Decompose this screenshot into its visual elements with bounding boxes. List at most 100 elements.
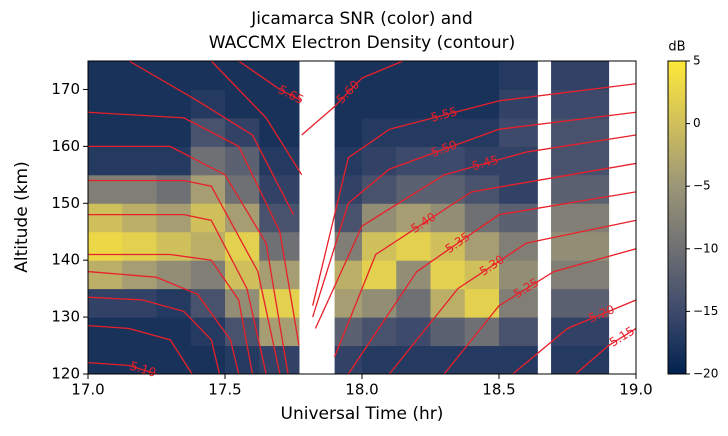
heatmap-cell: [396, 231, 431, 261]
heatmap-cell: [156, 61, 192, 90]
colorbar-tick-label: −20: [693, 367, 718, 381]
heatmap-cell: [551, 117, 610, 147]
contour-line: [87, 361, 157, 375]
heatmap-cell: [551, 146, 610, 176]
heatmap-cell: [396, 345, 431, 375]
heatmap-cell: [499, 174, 538, 204]
contour-label: 5.55: [429, 104, 458, 124]
y-tick-label: 140: [51, 251, 80, 269]
y-tick-label: 170: [51, 80, 80, 98]
heatmap-cell: [88, 146, 123, 176]
heatmap-cell: [464, 89, 500, 119]
heatmap-cell: [334, 203, 363, 233]
contour-line: [88, 179, 281, 375]
y-tick-label: 120: [51, 365, 80, 383]
contour-line: [512, 299, 637, 375]
heatmap-cell: [464, 345, 500, 375]
heatmap-cell: [334, 89, 363, 119]
colorbar-tick-label: −15: [693, 304, 718, 318]
contour-line: [301, 60, 404, 136]
heatmap-cell: [499, 260, 538, 290]
heatmap-cell: [396, 260, 431, 290]
contour-line: [87, 324, 193, 375]
heatmap-cell: [156, 231, 192, 261]
heatmap-cell: [334, 61, 363, 90]
heatmap-cell: [499, 203, 538, 233]
heatmap-cell: [156, 345, 192, 375]
heatmap-cell: [156, 117, 192, 147]
contour-line: [333, 162, 637, 358]
heatmap-cell: [88, 231, 123, 261]
heatmap-cell: [225, 146, 260, 176]
heatmap-cell: [122, 231, 157, 261]
heatmap-cell: [259, 61, 300, 90]
heatmap-cell: [551, 288, 610, 318]
contour-label: 5.45: [470, 153, 499, 174]
heatmap-cell: [88, 260, 123, 290]
x-axis-label: Universal Time (hr): [281, 404, 444, 424]
chart-title: Jicamarca SNR (color) and: [250, 9, 473, 29]
heatmap-cell: [122, 146, 157, 176]
heatmap-cell: [499, 317, 538, 347]
heatmap-cell: [551, 61, 610, 90]
contour-line: [347, 191, 637, 375]
heatmap-cell: [362, 89, 397, 119]
heatmap-cell: [190, 146, 226, 176]
heatmap-cell: [551, 89, 610, 119]
heatmap-cell: [88, 61, 123, 90]
heatmap-cell: [122, 117, 157, 147]
heatmap-cell: [156, 146, 192, 176]
heatmap-cell: [190, 89, 226, 119]
heatmap-cell: [190, 317, 226, 347]
heatmap-cell: [464, 61, 500, 90]
heatmap-cell: [430, 61, 466, 90]
heatmap-cell: [88, 288, 123, 318]
heatmap-cell: [122, 174, 157, 204]
heatmap-cell: [464, 231, 500, 261]
colorbar-tick-label: −10: [693, 241, 718, 255]
heatmap-cell: [88, 203, 123, 233]
heatmap-cell: [334, 288, 363, 318]
heatmap-cell: [190, 61, 226, 90]
heatmap-cell: [464, 117, 500, 147]
contour-line: [87, 296, 221, 375]
heatmap-cell: [362, 174, 397, 204]
heatmap-cell: [122, 203, 157, 233]
heatmap-cell: [122, 345, 157, 375]
heatmap-cell: [122, 61, 157, 90]
x-tick-label: 17.5: [208, 381, 241, 399]
contour-line: [88, 214, 267, 375]
y-axis-label: Altitude (km): [12, 161, 32, 273]
contour-line: [87, 111, 300, 346]
contour-line: [575, 327, 637, 375]
x-tick-label: 17.0: [71, 381, 104, 399]
heatmap-cell: [362, 117, 397, 147]
contour-line: [128, 60, 295, 215]
heatmap-cell: [88, 174, 123, 204]
heatmap-cell: [259, 117, 300, 147]
chart-title: WACCMX Electron Density (contour): [209, 33, 515, 53]
heatmap-cell: [190, 174, 226, 204]
x-tick-label: 19.0: [619, 381, 652, 399]
contour-line: [88, 253, 254, 375]
colorbar-tick-label: 5: [693, 54, 701, 68]
heatmap-cell: [225, 174, 260, 204]
heatmap-cell: [551, 174, 610, 204]
heatmap-cell: [88, 117, 123, 147]
heatmap-cell: [225, 89, 260, 119]
contour-line: [312, 83, 637, 306]
x-tick-label: 18.5: [482, 381, 515, 399]
contour-line: [88, 145, 289, 375]
contour-line: [314, 134, 637, 329]
heatmap-cell: [464, 174, 500, 204]
contour-label: 5.15: [607, 324, 637, 350]
heatmap-cell: [156, 174, 192, 204]
heatmap-cell: [430, 117, 466, 147]
y-tick-label: 150: [51, 194, 80, 212]
colorbar-tick-label: −5: [693, 179, 711, 193]
heatmap-cell: [499, 61, 538, 90]
heatmap-cell: [259, 288, 300, 318]
heatmap: [88, 61, 610, 375]
heatmap-cell: [225, 203, 260, 233]
contour-line: [312, 111, 637, 318]
